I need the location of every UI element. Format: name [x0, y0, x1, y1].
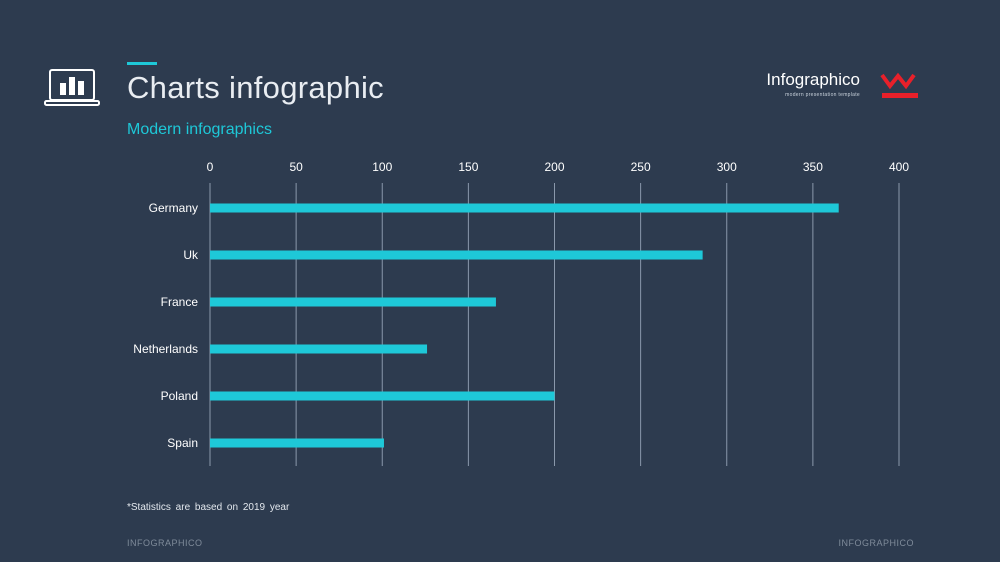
category-label: France — [161, 295, 199, 309]
x-tick-label: 150 — [458, 160, 478, 174]
category-label: Germany — [149, 201, 198, 215]
footnote: *Statistics are based on 2019 year — [127, 502, 290, 513]
x-tick-label: 200 — [544, 160, 564, 174]
category-label: Spain — [167, 436, 198, 450]
laptop-chart-icon — [44, 69, 100, 106]
x-tick-label: 400 — [889, 160, 909, 174]
bar — [210, 344, 428, 354]
brand-name: Infographico — [766, 70, 860, 89]
brand-tagline: modern presentation template — [785, 92, 860, 98]
page-title: Charts infographic — [127, 70, 384, 105]
w-logo-icon — [880, 72, 918, 98]
x-tick-labels: 0 50 100 150 200 250 300 350 400 — [207, 160, 910, 174]
category-label: Uk — [183, 248, 199, 262]
title-accent-line — [127, 62, 157, 65]
x-tick-label: 300 — [717, 160, 737, 174]
category-label: Netherlands — [133, 342, 198, 356]
category-label: Poland — [161, 389, 198, 403]
x-tick-label: 250 — [631, 160, 651, 174]
bars — [210, 203, 839, 448]
x-tick-label: 350 — [803, 160, 823, 174]
brand: Infographico modern presentation templat… — [740, 68, 930, 104]
page-subtitle: Modern infographics — [127, 121, 272, 138]
footer-right-label: INFOGRAPHICO — [838, 538, 914, 548]
bar — [210, 438, 384, 448]
bar — [210, 297, 496, 307]
footer-left-label: INFOGRAPHICO — [127, 538, 203, 548]
x-tick-label: 50 — [289, 160, 303, 174]
grid-layer — [209, 183, 900, 466]
x-tick-label: 100 — [372, 160, 392, 174]
bar — [210, 391, 555, 401]
category-labels: Germany Uk France Netherlands Poland Spain — [133, 201, 199, 450]
bar — [210, 203, 839, 213]
bar — [210, 250, 703, 260]
x-tick-label: 0 — [207, 160, 214, 174]
